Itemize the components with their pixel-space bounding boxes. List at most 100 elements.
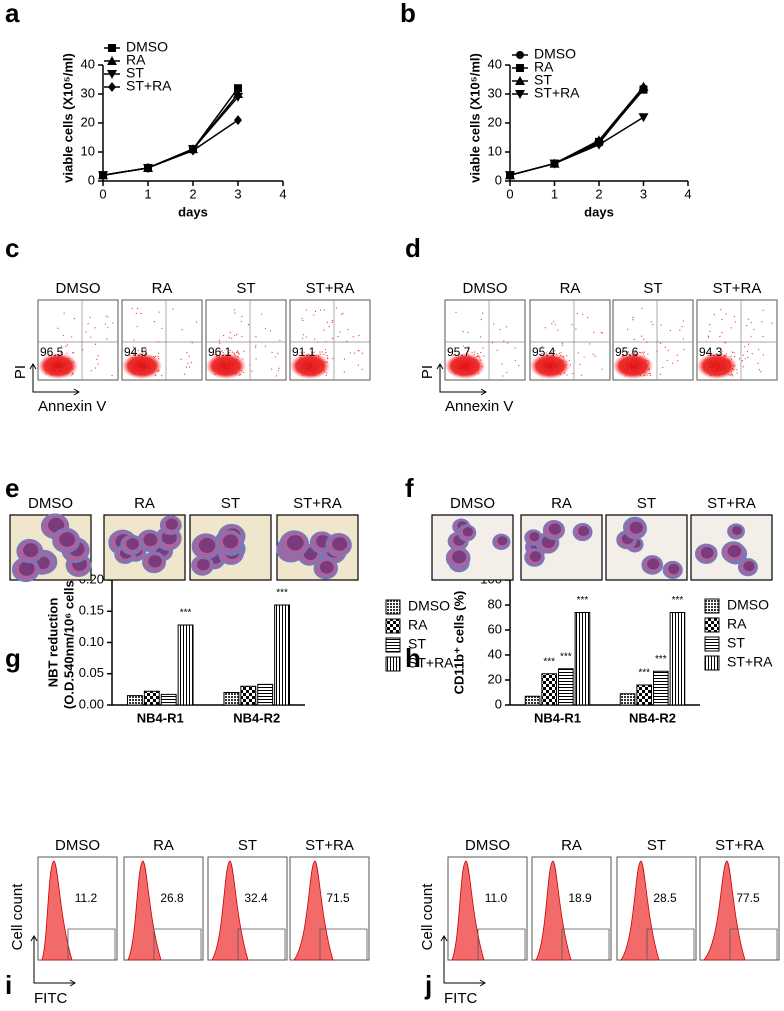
event-dot (627, 351, 630, 353)
event-dot (555, 359, 557, 361)
condition-label: DMSO (55, 837, 100, 854)
event-dot (319, 364, 321, 366)
significance: *** (276, 588, 288, 599)
marker (505, 171, 515, 181)
event-dot (308, 354, 310, 356)
condition-label: DMSO (463, 280, 508, 297)
percentage: 95.4 (532, 345, 556, 359)
event-dot (714, 373, 716, 375)
event-dot (352, 336, 354, 338)
event-dot (236, 358, 238, 360)
nucleus (647, 558, 660, 570)
event-dot (216, 355, 218, 357)
gate (646, 928, 695, 960)
event-dot (228, 351, 230, 353)
nucleus (452, 550, 467, 564)
legend-label: ST+RA (126, 78, 172, 94)
event-dot (298, 354, 300, 356)
event-dot (237, 356, 240, 358)
event-dot (453, 369, 455, 371)
event-dot (552, 358, 555, 360)
event-dot (346, 340, 348, 342)
event-dot (499, 328, 501, 330)
event-dot (539, 371, 542, 373)
event-dot (316, 360, 318, 362)
event-dot (709, 358, 711, 360)
legend-swatch (704, 655, 720, 671)
event-dot (49, 362, 51, 364)
histogram-peak (703, 860, 746, 961)
event-dot (659, 373, 662, 376)
x-tick-label: NB4-R1 (534, 710, 581, 725)
event-dot (148, 368, 150, 371)
event-dot (190, 361, 193, 364)
legend-label: DMSO (727, 597, 769, 613)
event-dot (762, 336, 764, 338)
event-dot (230, 358, 232, 361)
event-dot (319, 356, 321, 358)
event-dot (229, 361, 231, 363)
event-dot (301, 365, 303, 367)
event-dot (760, 371, 762, 373)
micrograph (520, 514, 603, 581)
event-dot (543, 355, 545, 357)
bar (126, 695, 143, 706)
event-dot (633, 338, 636, 340)
event-dot (323, 371, 326, 373)
event-dot (312, 374, 314, 377)
event-dot (216, 357, 218, 359)
event-dot (214, 353, 216, 356)
event-dot (742, 354, 744, 356)
event-dot (647, 353, 649, 355)
event-dot (729, 374, 731, 376)
event-dot (238, 374, 240, 377)
event-dot (145, 348, 147, 350)
event-dot (518, 364, 520, 367)
event-dot (632, 319, 634, 321)
event-dot (458, 362, 460, 364)
percentage: 26.8 (160, 891, 184, 905)
event-dot (721, 358, 723, 360)
event-dot (482, 347, 484, 349)
event-dot (237, 350, 239, 352)
event-dot (569, 364, 572, 366)
percentage: 11.0 (485, 891, 508, 905)
event-dot (269, 330, 272, 332)
event-dot (308, 373, 311, 375)
event-dot (561, 355, 563, 357)
event-dot (319, 351, 321, 353)
event-dot (472, 373, 474, 375)
event-dot (218, 339, 221, 341)
micrograph (103, 514, 186, 581)
event-dot (506, 326, 508, 328)
event-dot (470, 370, 472, 373)
event-dot (462, 345, 464, 347)
event-dot (309, 355, 311, 357)
event-dot (630, 359, 632, 361)
event-dot (638, 366, 640, 368)
event-dot (548, 369, 550, 371)
nucleus (47, 517, 65, 533)
event-dot (145, 365, 148, 367)
event-dot (299, 366, 301, 368)
event-dot (719, 372, 722, 374)
event-dot (316, 357, 319, 359)
event-dot (134, 356, 136, 358)
event-dot (482, 365, 484, 368)
event-dot (455, 366, 457, 368)
event-dot (54, 373, 56, 376)
nucleus (668, 563, 680, 575)
event-dot (47, 360, 49, 362)
event-dot (303, 369, 305, 371)
event-dot (539, 366, 541, 368)
event-dot (460, 374, 462, 377)
event-dot (747, 343, 750, 345)
event-dot (260, 313, 263, 315)
event-dot (480, 359, 482, 361)
condition-label: DMSO (28, 495, 73, 512)
event-dot (632, 361, 634, 363)
gate (153, 928, 202, 960)
y-tick-label: 0.00 (79, 696, 104, 711)
event-dot (541, 353, 543, 355)
event-dot (60, 345, 63, 347)
